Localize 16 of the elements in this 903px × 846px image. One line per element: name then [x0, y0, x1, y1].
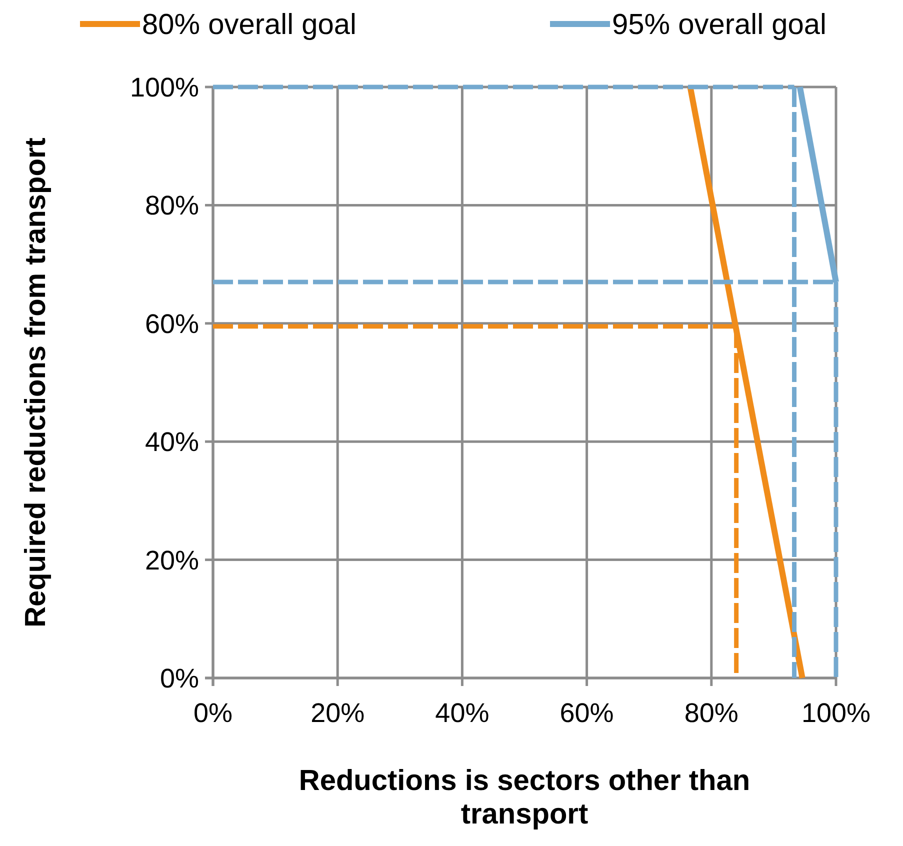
x-tick-label: 100% — [801, 698, 871, 728]
x-axis-title: Reductions is sectors other than transport — [298, 765, 750, 830]
y-tick-label: 40% — [144, 427, 199, 458]
x-tick-label: 80% — [684, 698, 738, 728]
y-axis-title: Required reductions from transport — [20, 137, 52, 628]
y-tick-label: 60% — [144, 308, 199, 339]
y-tick-label: 0% — [160, 663, 199, 694]
y-tick-label: 80% — [144, 190, 199, 221]
legend-label: 80% overall goal — [142, 9, 356, 42]
y-tick-label: 20% — [144, 545, 199, 576]
x-tick-label: 60% — [560, 698, 614, 728]
x-tick-label: 20% — [310, 698, 365, 728]
legend-label: 95% overall goal — [612, 9, 826, 42]
y-tick-label: 100% — [130, 72, 199, 102]
x-tick-label: 40% — [435, 698, 490, 728]
x-tick-label: 0% — [193, 698, 233, 728]
